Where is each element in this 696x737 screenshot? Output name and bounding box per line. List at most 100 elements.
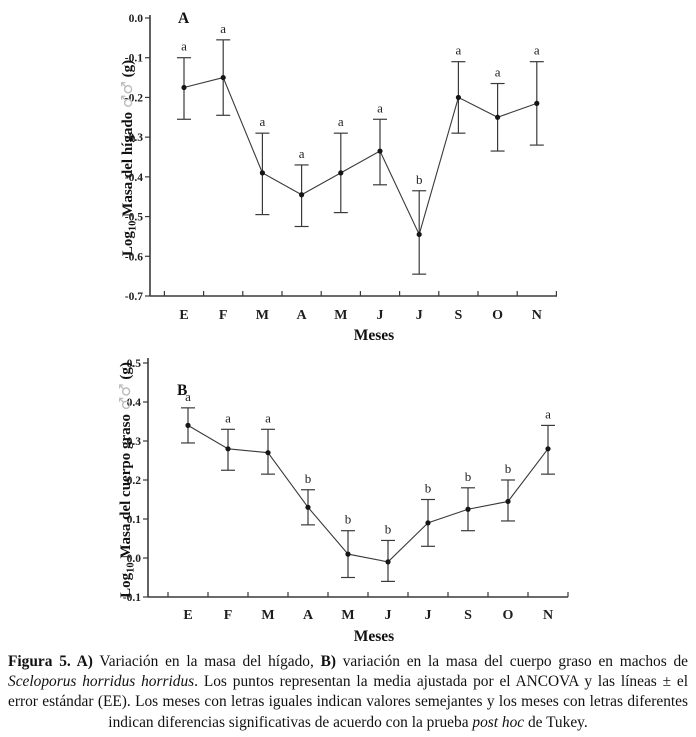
data-point [425, 520, 431, 526]
y-tick-label: -0.6 [125, 251, 143, 263]
significance-letter: a [338, 114, 344, 129]
data-point [534, 100, 540, 106]
data-points [181, 74, 540, 238]
caption-segment: Sceloporus horridus horridus [8, 673, 195, 691]
month-label: J [385, 608, 392, 623]
significance-letter: a [377, 100, 383, 115]
data-point [495, 114, 501, 120]
y-axis-title-part: Log [120, 231, 136, 257]
month-label: M [341, 608, 354, 623]
significance-letter: b [385, 521, 392, 536]
data-point [385, 559, 391, 565]
y-tick-label: -0.7 [125, 291, 143, 303]
axes [147, 358, 568, 598]
data-point [220, 74, 226, 81]
significance-letter: b [465, 469, 472, 484]
significance-letter: a [225, 410, 231, 425]
month-label: M [256, 308, 269, 323]
panel-label: A [178, 10, 190, 27]
error-bars [181, 407, 555, 583]
data-point [377, 148, 383, 154]
data-point [505, 498, 511, 505]
y-tick-label: 0.0 [129, 13, 144, 25]
data-point [345, 551, 351, 557]
significance-letter: a [185, 389, 191, 404]
data-points [185, 422, 551, 565]
y-axis-title-part: (g) [118, 362, 134, 383]
y-tick-label: 0.5 [127, 358, 142, 370]
month-label: M [334, 308, 347, 323]
month-label: F [219, 308, 228, 323]
y-tick-label: -0.1 [125, 53, 143, 65]
caption-segment: Variación en la masa del hígado, [92, 653, 321, 670]
y-tick-label: -0.4 [125, 172, 143, 184]
y-tick-label: -0.5 [125, 212, 143, 224]
month-label: O [503, 608, 514, 623]
panel-label: B [177, 382, 187, 399]
significance-letters: a a a b b b b b b a [185, 389, 551, 537]
significance-letters: a a a a a a b a a a [181, 21, 540, 187]
significance-letter: a [456, 43, 462, 58]
data-point [465, 506, 471, 512]
significance-letter: b [345, 512, 352, 527]
caption-segment: B) [320, 653, 336, 670]
month-label: S [464, 608, 472, 623]
y-axis-title-part: 10 [128, 221, 139, 232]
caption-segment: de Tukey. [524, 713, 588, 731]
month-label: J [416, 308, 423, 323]
data-point [305, 504, 311, 510]
caption-segment: post hoc [472, 713, 525, 731]
y-axis-title: Log10​ Masa del cuerpo graso ♂♂ (g) [116, 362, 137, 598]
y-tick-label: 0.1 [127, 514, 142, 526]
error-bars [177, 39, 544, 275]
data-series-line [187, 424, 549, 563]
data-point [338, 170, 344, 176]
x-axis-title: Meses [354, 628, 394, 645]
data-point [545, 446, 551, 452]
data-point [265, 450, 271, 456]
significance-letter: a [299, 146, 305, 161]
significance-letter: a [265, 410, 271, 425]
significance-letter: b [505, 461, 512, 476]
significance-letter: b [305, 471, 312, 486]
month-label: J [377, 308, 384, 323]
month-label: N [543, 608, 553, 623]
y-tick-label: -0.2 [125, 92, 143, 104]
month-label: E [183, 608, 192, 623]
month-label: A [303, 608, 314, 623]
month-label: J [425, 608, 432, 623]
month-label: F [224, 608, 233, 623]
data-point [185, 422, 191, 428]
y-ticks: 0.5 0.4 0.3 0.2 0.1 0.0 -0.1 [123, 358, 148, 604]
y-axis-title-part: (g) [120, 60, 136, 81]
data-point [455, 94, 461, 101]
figure-caption: Figura 5. A) Variación en la masa del hí… [0, 646, 696, 733]
x-ticks [167, 592, 569, 597]
significance-letter: a [545, 406, 551, 421]
significance-letter: a [260, 114, 266, 129]
caption-segment: variación en la masa del cuerpo graso en… [335, 653, 689, 670]
y-axis-title-part: Log [118, 572, 134, 598]
y-ticks: 0.0 -0.1 -0.2 -0.3 -0.4 -0.5 -0.6 -0.7 [125, 13, 150, 303]
axes [149, 15, 557, 297]
chart-a-liver-mass: 0.0 -0.1 -0.2 -0.3 -0.4 -0.5 -0.6 -0.7 E F M A M J J S O… [118, 10, 558, 344]
caption-segment: . Los puntos representan la media ajusta… [8, 673, 689, 731]
y-tick-label: 0.4 [127, 397, 142, 409]
data-point [225, 446, 231, 452]
y-tick-label: -0.3 [125, 132, 143, 144]
x-ticks [163, 291, 558, 296]
male-male-icon: ♂♂ [118, 81, 136, 108]
month-label: M [261, 608, 274, 623]
y-tick-label: 0.0 [127, 553, 142, 565]
significance-letter: a [534, 43, 540, 58]
significance-letter: a [220, 21, 226, 36]
month-label: A [297, 308, 308, 323]
y-tick-label: -0.1 [123, 592, 141, 604]
caption-segment: Figura 5. A) [8, 653, 93, 670]
month-label: O [492, 308, 503, 323]
y-axis-title-part: Masa del cuerpo graso [118, 410, 134, 562]
chart-b-fat-body-mass: 0.5 0.4 0.3 0.2 0.1 0.0 -0.1 E F M A M J J S O N Meses Log… [116, 358, 569, 645]
y-axis-title-part: 10 [126, 562, 137, 573]
